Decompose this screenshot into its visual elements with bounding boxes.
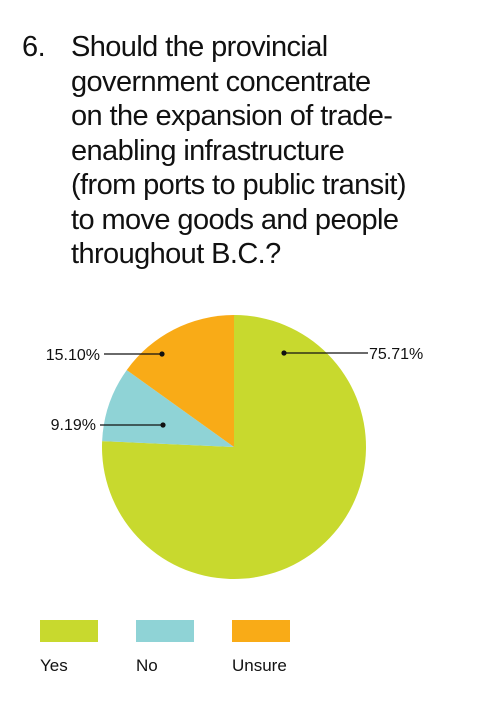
- data-label-no: 9.19%: [51, 417, 96, 434]
- question-line: enabling infrastructure: [71, 134, 345, 167]
- callout-dot-yes: [281, 350, 287, 356]
- question-number: 6.: [22, 31, 46, 63]
- question-line: Should the provincial: [71, 31, 328, 63]
- question-line: on the expansion of trade-: [71, 100, 393, 132]
- question-text: Should the provincial government concent…: [71, 30, 407, 272]
- pie-slice-unsure: [126, 315, 234, 447]
- pie-slice-no: [102, 370, 235, 447]
- question-line: (from ports to public transit): [71, 169, 407, 201]
- data-label-yes: 75.71%: [369, 346, 423, 363]
- question-line: government concentrate: [71, 65, 371, 98]
- callout-dot-no: [160, 422, 166, 428]
- callout-dot-unsure: [159, 351, 165, 357]
- question-line: to move goods and people: [71, 203, 399, 236]
- question-line: throughout B.C.?: [71, 238, 281, 270]
- data-label-unsure: 15.10%: [46, 347, 100, 364]
